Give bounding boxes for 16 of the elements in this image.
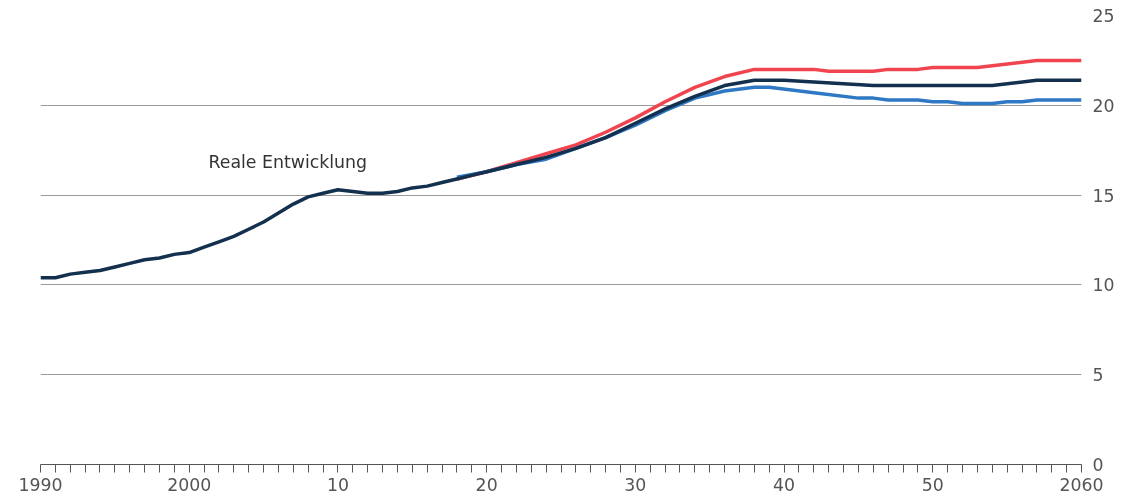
y-tick-label: 20 — [1092, 95, 1115, 116]
y-tick-label: 10 — [1092, 275, 1115, 296]
x-tick-label: 40 — [773, 474, 796, 494]
x-tick-label: 20 — [475, 474, 498, 494]
y-tick-label: 15 — [1092, 185, 1115, 206]
y-tick-label: 5 — [1092, 365, 1104, 386]
x-tick-label: 30 — [624, 474, 647, 494]
line-series — [40, 78, 1082, 280]
annotation: Reale Entwicklung — [208, 151, 368, 172]
y-tick-label: 0 — [1092, 455, 1104, 475]
x-tick-label: 1990 — [18, 474, 63, 494]
x-tick-label: 10 — [326, 474, 349, 494]
y-tick-label: 25 — [1092, 6, 1115, 26]
x-tick-label: 50 — [921, 474, 944, 494]
x-tick-label: 2000 — [167, 474, 212, 494]
x-tick-label: 2060 — [1059, 474, 1104, 494]
